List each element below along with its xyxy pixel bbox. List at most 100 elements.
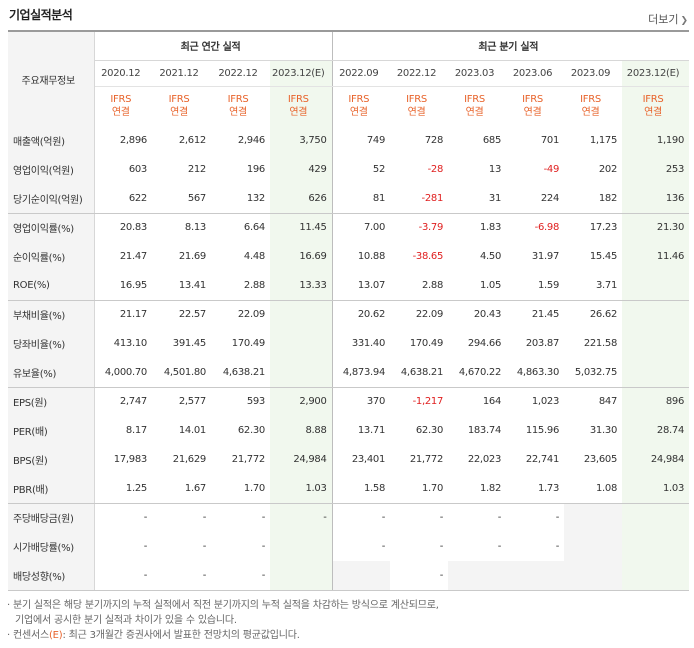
value-cell: 81 [332,184,391,214]
value-cell: 4,000.70 [94,358,152,388]
footnote-1: · 분기 실적은 해당 분기까지의 누적 실적에서 직전 분기까지의 누적 실적… [7,600,439,611]
value-cell: 52 [372,164,386,175]
value-cell: 22.57 [178,309,206,321]
basis-cell: IFRS 연결 [270,86,333,126]
value-cell: - [381,541,386,552]
value-cell [332,561,391,591]
value-cell: 21.69 [178,251,206,262]
value-cell: 11.45 [270,213,333,242]
value-cell [448,561,507,591]
row-label: 시가배당률(%) [8,532,95,561]
value-cell [270,561,333,591]
value-cell: 1.73 [506,474,565,504]
value-cell: - [497,541,502,552]
value-cell: 24,984 [622,445,690,474]
value-cell: - [497,512,502,524]
period-header: 2023.12(E) [622,60,690,87]
value-cell: 16.69 [270,242,333,271]
value-cell [270,358,333,388]
basis-consolidated: 연결 [581,107,600,119]
table-row: ROE(%) 16.95 13.41 2.88 13.33 13.07 2.88 1.05 1.… [8,271,690,301]
value-cell: 1.83 [479,222,502,234]
value-cell: 14.01 [178,425,206,436]
value-cell: 21.17 [119,309,147,321]
row-label: 당좌비율(%) [8,329,95,358]
row-label: 매출액(억원) [8,126,95,155]
row-label: 주당배당금(원) [8,503,95,532]
value-cell: 164 [482,396,502,408]
value-cell: - [439,541,444,552]
value-cell: 8.13 [184,222,206,234]
value-cell [622,561,690,591]
value-cell: 1.05 [448,271,507,301]
value-cell: 2.88 [211,271,270,301]
value-cell: - [261,512,266,524]
basis-consolidated: 연결 [349,107,368,119]
value-cell: 8.17 [125,425,147,436]
value-cell [564,561,623,591]
value-cell: - [555,512,560,524]
value-cell: 2,577 [178,396,206,408]
value-cell: 21.47 [119,251,147,262]
basis-cell: IFRS 연결 [448,86,506,126]
period-header: 2023.03 [448,60,507,87]
value-cell: - [390,561,449,591]
value-cell: 4,638.21 [211,358,270,388]
table-row: 순이익률(%) 21.47 21.69 4.48 16.69 10.88 -38.65 4.5… [8,242,690,271]
basis-ifrs: IFRS [642,94,664,106]
value-cell: - [202,541,207,552]
value-cell: 896 [622,387,690,416]
value-cell: - [143,512,148,524]
table-row: 당기순이익(억원) 622 567 132 626 81 -281 31 224 182 136 [8,184,690,214]
basis-consolidated: 연결 [170,107,188,119]
value-cell: 22.09 [415,309,444,321]
value-cell: 10.88 [357,251,386,262]
value-cell: -28 [427,164,444,175]
table-row: 영업이익률(%) 20.83 8.13 6.64 11.45 7.00 -3.79 1.83 -… [8,213,690,242]
period-row: 2020.12 2021.12 2022.12 2023.12(E) 2022.09 20… [8,60,690,87]
value-cell [270,300,333,329]
row-label: EPS(원) [8,387,95,416]
value-cell: 2,747 [119,396,147,408]
basis-ifrs: IFRS [168,94,190,106]
value-cell: 170.49 [231,338,266,349]
value-cell: 13 [488,164,502,175]
value-cell: 20.62 [357,309,386,321]
value-cell: 4.50 [479,251,502,262]
value-cell: 24,984 [270,445,333,474]
value-cell: -3.79 [418,222,444,234]
value-cell: 28.74 [622,416,690,445]
value-cell: 5,032.75 [564,358,623,388]
more-link[interactable]: 더보기 ❯ [648,11,688,27]
value-cell: 11.46 [622,242,690,271]
table-row: PBR(배) 1.25 1.67 1.70 1.03 1.58 1.70 1.82 1.73 1.… [8,474,690,504]
row-label: 영업이익률(%) [8,213,95,242]
table-row: 부채비율(%) 21.17 22.57 22.09 20.62 22.09 20.43 21.… [8,300,690,329]
value-cell: 23,605 [583,454,618,465]
section-header: 기업실적분석 더보기 ❯ [0,0,694,30]
value-cell: 22,741 [525,454,560,465]
value-cell: 13.41 [152,271,211,301]
more-label: 더보기 [648,13,679,26]
basis-ifrs: IFRS [464,94,485,106]
section-title: 기업실적분석 [9,8,73,22]
period-header: 2020.12 [94,60,152,87]
value-cell: 20.43 [473,309,502,321]
value-cell: 3,750 [270,126,333,155]
value-cell: 31.97 [531,251,560,262]
value-cell: 1.70 [211,474,270,504]
value-cell [622,271,690,301]
value-cell [564,503,623,532]
table-row: 유보율(%) 4,000.70 4,501.80 4,638.21 4,873.94 4,… [8,358,690,388]
value-cell: 847 [598,396,618,408]
value-cell: 6.64 [243,222,265,234]
basis-ifrs: IFRS [522,94,543,106]
value-cell [622,532,690,561]
value-cell: 17.23 [589,222,618,234]
value-cell: 21,629 [172,454,207,465]
value-cell: 1.59 [506,271,565,301]
row-label: PBR(배) [8,474,95,504]
value-cell: -38.65 [412,251,444,262]
value-cell [622,503,690,532]
value-cell: 115.96 [525,425,560,436]
